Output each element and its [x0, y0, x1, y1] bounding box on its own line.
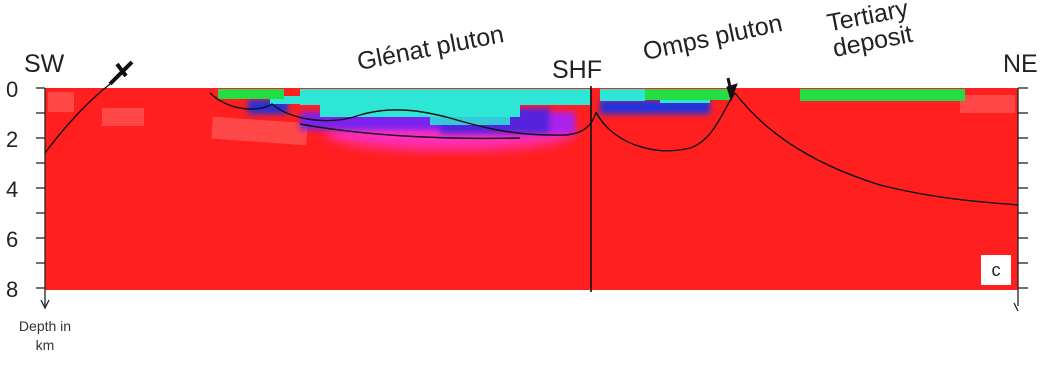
glenat-lower [299, 123, 521, 140]
label-sw: SW [24, 50, 65, 78]
glenat-outline [209, 92, 597, 136]
depth-tick-6: 6 [6, 227, 19, 252]
depth-axis-right [1013, 87, 1028, 312]
depth-caption-line1: Depth in [18, 318, 72, 334]
depth-caption-line2: km [35, 336, 55, 353]
green-zone [218, 89, 965, 101]
label-shf: SHF [552, 56, 602, 84]
faint-patches [48, 92, 1015, 146]
depth-tick-4: 4 [6, 177, 19, 202]
depth-caption: Depth in km [6, 317, 84, 355]
depth-tick-0: 0 [6, 77, 19, 102]
panel-letter: c [981, 255, 1011, 285]
omps-outline [595, 92, 736, 152]
label-ne: NE [1003, 50, 1038, 78]
sw-fault-trace [44, 83, 111, 154]
contour-lines [44, 83, 1019, 292]
depth-tick-2: 2 [6, 127, 19, 152]
sw-fault-barb [108, 60, 134, 86]
ne-contact [734, 92, 1019, 206]
depth-axis-left [36, 87, 50, 310]
fault-barbs [108, 60, 738, 102]
depth-tick-8: 8 [6, 277, 19, 302]
